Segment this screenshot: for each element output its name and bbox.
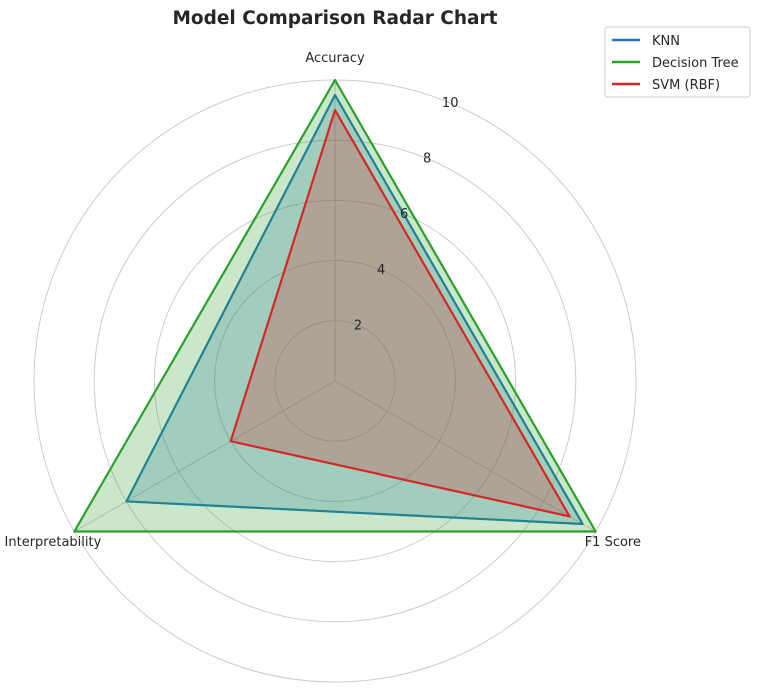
radial-tick-label: 10 [442, 96, 459, 111]
series-line-2 [229, 108, 571, 518]
axis-label-interpretability: Interpretability [5, 535, 102, 550]
axis-label-accuracy: Accuracy [305, 51, 365, 66]
legend-box [604, 26, 751, 98]
chart-title: Model Comparison Radar Chart [173, 8, 498, 29]
series-line-1 [73, 78, 597, 533]
axis-label-f1-score: F1 Score [585, 535, 641, 550]
grid-spoke [74, 380, 336, 532]
radial-tick-label: 6 [400, 207, 408, 222]
radial-tick-label: 2 [354, 318, 362, 333]
radar-series [73, 78, 597, 533]
series-fill-0 [126, 95, 583, 524]
series-line-0 [125, 93, 584, 526]
radial-tick-label: 8 [423, 152, 431, 167]
series-fill-2 [230, 110, 570, 517]
series-fill-1 [74, 80, 596, 532]
legend: KNN Decision Tree SVM (RBF) [604, 26, 751, 98]
grid-spoke [334, 380, 596, 532]
radar-labels: 2 4 6 8 10 Accuracy F1 Score Interpretability [5, 51, 641, 550]
legend-label: Decision Tree [652, 56, 739, 71]
legend-label: KNN [652, 34, 680, 49]
legend-label: SVM (RBF) [652, 78, 720, 93]
radial-tick-label: 4 [377, 263, 385, 278]
